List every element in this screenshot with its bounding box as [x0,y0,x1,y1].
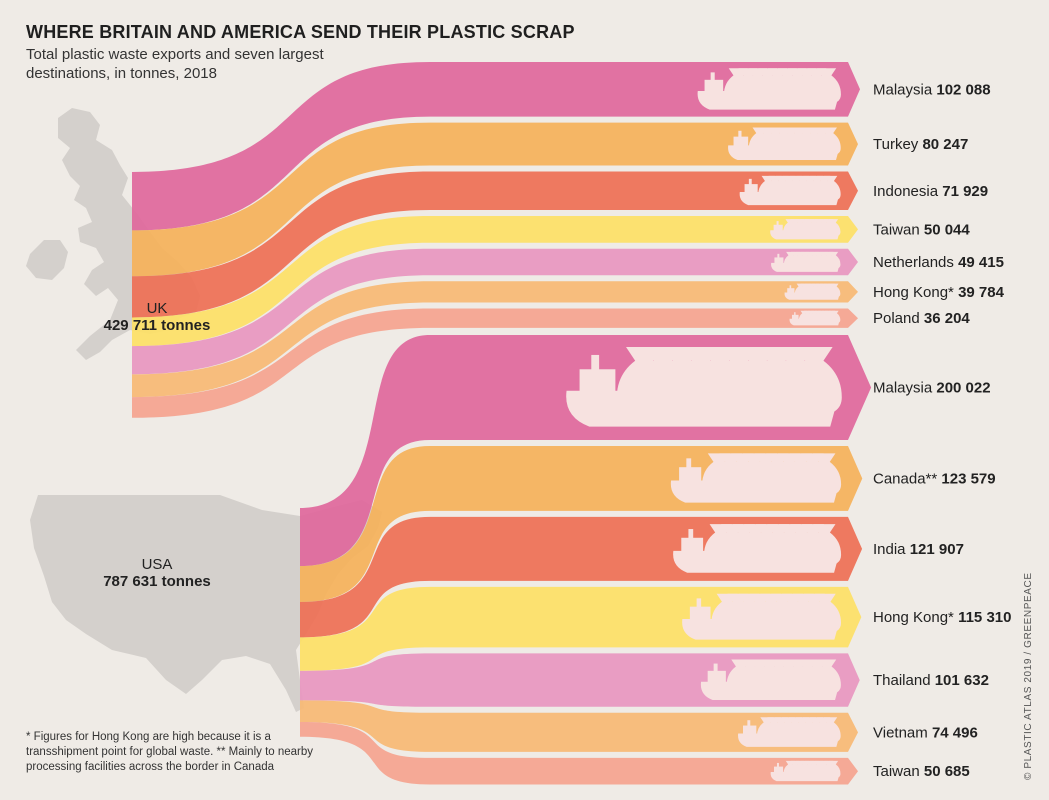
cargo-ship-icon [770,760,841,782]
labels-layer: Malaysia 102 088 Turkey 80 247 Indonesia 7… [873,81,1011,780]
uk-label: UK 429 711 tonnes [82,300,232,334]
flow-uk-3 [132,216,858,347]
dest-label-uk-0: Malaysia 102 088 [873,81,991,98]
dest-value: 50 685 [924,763,970,780]
cargo-ship-icon [682,593,842,640]
flow-usa-5 [300,700,858,752]
flow-uk-5 [132,281,858,398]
dest-name: Vietnam [873,724,932,741]
dest-label-usa-1: Canada** 123 579 [873,470,996,487]
usa-map-shape [30,495,382,712]
dest-name: Netherlands [873,254,958,271]
chart-title: WHERE BRITAIN AND AMERICA SEND THEIR PLA… [26,22,575,42]
flow-uk-1 [132,122,858,277]
dest-label-uk-5: Hong Kong* 39 784 [873,284,1005,301]
cargo-ship-icon [670,453,842,503]
cargo-ship-icon [770,219,841,240]
footnote: * Figures for Hong Kong are high because… [26,731,314,773]
dest-name: Turkey [873,136,922,153]
dest-value: 200 022 [936,380,990,397]
dest-value: 74 496 [932,724,978,741]
dest-value: 101 632 [935,672,989,689]
dest-label-uk-1: Turkey 80 247 [873,136,968,153]
cargo-ship-icon [566,346,842,427]
credit: © PLASTIC ATLAS 2019 / GREENPEACE [1023,572,1034,780]
cargo-ship-icon [738,717,841,747]
dest-name: Canada** [873,470,941,487]
dest-value: 80 247 [922,136,968,153]
dest-value: 115 310 [958,609,1011,626]
dest-value: 50 044 [924,221,971,238]
flow-uk-4 [132,248,858,375]
dest-name: Hong Kong* [873,284,958,301]
dest-label-uk-2: Indonesia 71 929 [873,183,988,200]
dest-label-usa-2: India 121 907 [873,541,964,558]
dest-name: Taiwan [873,221,924,238]
dest-label-uk-6: Poland 36 204 [873,310,970,327]
dest-name: Thailand [873,672,935,689]
dest-label-uk-4: Netherlands 49 415 [873,254,1004,271]
dest-name: Poland [873,310,924,327]
dest-value: 39 784 [958,284,1005,301]
dest-value: 49 415 [958,254,1004,271]
usa-label: USA 787 631 tonnes [82,556,232,590]
dest-name: Indonesia [873,183,942,200]
cargo-ship-icon [771,251,841,272]
cargo-ship-icon [728,127,841,161]
dest-name: Hong Kong* [873,609,958,626]
usa-name: USA [141,556,173,573]
cargo-ship-icon [697,68,841,110]
flow-uk-0 [132,62,861,231]
dest-label-usa-0: Malaysia 200 022 [873,380,991,397]
dest-value: 123 579 [941,470,995,487]
dest-label-usa-3: Hong Kong* 115 310 [873,609,1011,626]
dest-label-usa-4: Thailand 101 632 [873,672,989,689]
usa-total: 787 631 tonnes [103,573,211,590]
flow-uk-6 [132,308,858,418]
dest-value: 121 907 [910,541,964,558]
uk-name: UK [146,300,168,317]
dest-name: Malaysia [873,81,936,98]
dest-value: 102 088 [936,81,990,98]
cargo-ship-icon [673,524,842,573]
dest-value: 71 929 [942,183,988,200]
dest-name: Taiwan [873,763,924,780]
dest-name: Malaysia [873,380,936,397]
chart-subtitle: Total plastic waste exports and seven la… [26,46,324,82]
dest-value: 36 204 [924,310,971,327]
dest-name: India [873,541,910,558]
cargo-ship-icon [700,659,841,700]
flow-uk-2 [132,171,858,318]
cargo-ship-icon [739,175,841,206]
cargo-ship-icon [789,310,841,326]
flow-usa-6 [300,722,858,785]
flows-layer [132,62,872,785]
dest-label-uk-3: Taiwan 50 044 [873,221,970,238]
ireland-map-shape [26,240,68,280]
dest-label-usa-5: Vietnam 74 496 [873,724,978,741]
cargo-ship-icon [784,283,841,300]
dest-label-usa-6: Taiwan 50 685 [873,763,970,780]
uk-total: 429 711 tonnes [103,317,211,334]
